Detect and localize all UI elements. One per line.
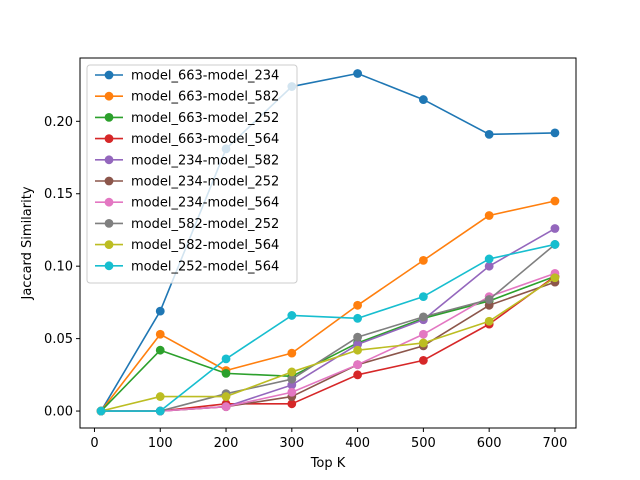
legend-label: model_663-model_234	[131, 69, 279, 84]
series-line	[100, 277, 556, 412]
x-tick-label: 400	[345, 436, 370, 451]
data-point	[287, 399, 297, 409]
data-point	[353, 313, 362, 323]
axes-frame	[79, 57, 577, 429]
legend-marker	[104, 197, 114, 207]
legend-item: model_663-model_252	[95, 111, 279, 126]
legend-label: model_663-model_564	[131, 132, 279, 147]
data-point	[155, 345, 165, 355]
legend-marker	[104, 70, 114, 80]
legend-label: model_582-model_564	[131, 238, 279, 253]
data-point	[96, 406, 106, 416]
data-point	[155, 306, 165, 316]
legend-label: model_234-model_564	[131, 196, 279, 211]
legend-item: model_234-model_564	[95, 196, 279, 211]
data-point	[418, 312, 428, 322]
data-point	[418, 338, 428, 348]
data-point	[155, 392, 165, 401]
legend-marker	[104, 134, 114, 144]
y-tick-label: 0.10	[44, 260, 73, 275]
data-point	[155, 406, 165, 416]
data-point	[287, 311, 297, 320]
legend-item: model_582-model_564	[95, 238, 279, 253]
data-point	[287, 348, 297, 358]
x-axis-title: Top K	[310, 456, 346, 471]
data-point	[418, 255, 428, 265]
y-tick-label: 0.05	[44, 332, 73, 347]
legend-label: model_252-model_564	[131, 259, 279, 274]
y-axis-title: Jaccard Similarity	[20, 186, 35, 300]
data-point	[287, 374, 297, 384]
data-point	[353, 332, 362, 342]
y-tick-label: 0.15	[44, 187, 73, 202]
data-point	[484, 211, 494, 220]
x-tick-label: 500	[411, 436, 436, 451]
data-point	[353, 345, 362, 355]
data-point	[550, 224, 560, 233]
legend-frame	[86, 64, 298, 284]
legend-item: model_663-model_564	[95, 132, 279, 147]
legend-marker	[104, 113, 114, 122]
data-point	[418, 292, 428, 301]
data-point	[484, 316, 494, 326]
legend-marker	[104, 240, 114, 250]
legend-item: model_234-model_582	[95, 153, 279, 168]
x-tick-label: 300	[279, 436, 304, 451]
data-point	[484, 261, 494, 271]
data-point	[353, 69, 362, 78]
legend-marker	[104, 261, 114, 271]
data-point	[287, 367, 297, 377]
legend-item: model_663-model_582	[95, 90, 279, 105]
axes-layer: 0 100 200 300 400 500 600 700 0.00 0.05 0.10 0.15 0.…	[44, 57, 577, 451]
data-point	[550, 128, 560, 138]
series-line	[101, 243, 556, 412]
data-point	[221, 392, 231, 401]
x-tick-label: 700	[543, 436, 568, 451]
legend-label: model_663-model_252	[131, 111, 279, 126]
y-tick-label: 0.00	[44, 405, 73, 420]
data-point	[550, 196, 560, 206]
data-point	[221, 368, 231, 378]
series-line	[100, 200, 556, 412]
data-point	[155, 329, 165, 339]
x-tick-label: 0	[90, 436, 98, 451]
legend-marker	[104, 155, 114, 165]
legend-marker	[104, 219, 114, 228]
data-point	[418, 329, 428, 339]
legend-item: model_582-model_252	[95, 217, 279, 232]
x-tick-label: 600	[477, 436, 502, 451]
legend-item: model_663-model_234	[95, 69, 279, 84]
data-point	[353, 370, 362, 380]
data-point	[550, 273, 560, 283]
legend-marker	[104, 176, 114, 186]
data-point	[353, 360, 362, 370]
series-10	[96, 240, 560, 416]
legend-item: model_252-model_564	[95, 259, 279, 274]
legend: model_663-model_234 model_663-model_582mo…	[86, 64, 298, 284]
data-point	[484, 129, 494, 139]
y-tick-label: 0.20	[44, 115, 73, 130]
legend-label: model_234-model_582	[131, 153, 279, 168]
data-point	[484, 254, 494, 264]
data-point	[353, 300, 362, 310]
series-line	[101, 243, 556, 412]
data-point	[418, 95, 428, 104]
data-point	[418, 355, 428, 365]
legend-label: model_663-model_582	[131, 90, 279, 105]
data-point	[550, 240, 560, 249]
legend-label: model_582-model_252	[131, 217, 279, 232]
data-point	[484, 295, 494, 304]
legend-marker	[104, 91, 114, 101]
legend-item: model_234-model_252	[95, 175, 279, 190]
data-point	[221, 402, 231, 412]
series-line	[100, 72, 555, 412]
series-layer	[96, 69, 560, 416]
series-line	[100, 275, 556, 412]
data-point	[287, 387, 297, 397]
x-tick-label: 200	[214, 436, 239, 451]
x-tick-label: 100	[148, 436, 173, 451]
legend-label: model_234-model_252	[131, 175, 279, 190]
data-point	[221, 354, 231, 364]
